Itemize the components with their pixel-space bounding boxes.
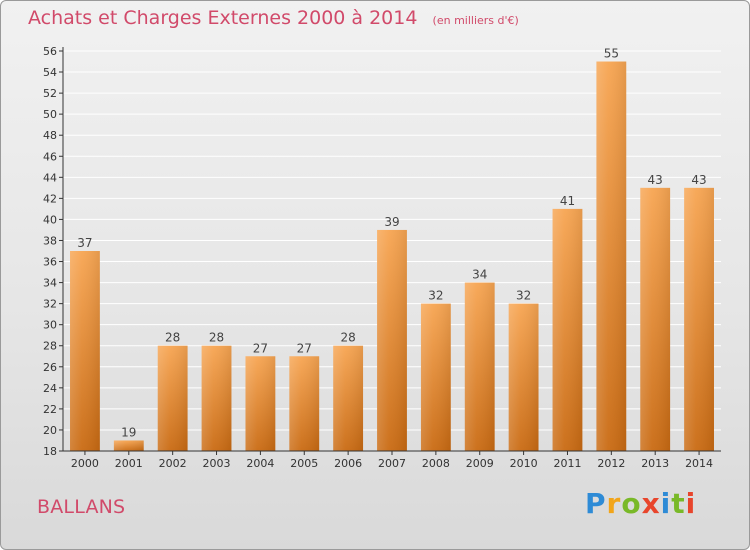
bar-shading [377, 229, 407, 451]
y-tick-label: 40 [43, 213, 57, 226]
bar-value-label: 19 [121, 425, 136, 439]
bar-shading [289, 356, 320, 451]
y-tick-label: 34 [43, 277, 57, 290]
bar-value-label: 37 [77, 236, 92, 250]
bar-value-label: 32 [428, 289, 443, 303]
y-tick-label: 28 [43, 340, 57, 353]
y-tick-label: 44 [43, 171, 57, 184]
x-tick-label: 2001 [115, 457, 143, 470]
x-tick-label: 2003 [203, 457, 231, 470]
x-tick-label: 2010 [510, 457, 538, 470]
x-tick-label: 2000 [71, 457, 99, 470]
commune-name: BALLANS [37, 496, 126, 518]
bar-shading [508, 303, 539, 451]
logo-letter: o [621, 487, 642, 520]
bar-shading [157, 345, 188, 451]
y-tick-label: 20 [43, 424, 57, 437]
bar-value-label: 41 [560, 194, 575, 208]
y-tick-label: 54 [43, 66, 57, 79]
proxiti-logo: Proxiti [585, 487, 696, 520]
bar-shading [684, 187, 714, 451]
bar-shading [420, 303, 451, 451]
bar-value-label: 32 [516, 289, 531, 303]
y-tick-label: 52 [43, 87, 57, 100]
bars: 37 19 28 28 27 27 28 39 32 34 32 41 55 43 43 [70, 47, 714, 452]
chart-unit: (en milliers d'€) [432, 14, 519, 27]
y-tick-label: 38 [43, 234, 57, 247]
bar-shading [113, 440, 144, 451]
bar-shading [201, 345, 232, 451]
chart-title: Achats et Charges Externes 2000 à 2014 [28, 7, 418, 29]
bar-shading [596, 61, 627, 452]
logo-letter: P [585, 487, 607, 520]
x-tick-label: 2008 [422, 457, 450, 470]
x-tick-label: 2012 [597, 457, 625, 470]
y-tick-label: 46 [43, 150, 57, 163]
logo-letter: x [641, 487, 661, 520]
x-tick-label: 2007 [378, 457, 406, 470]
x-tick-label: 2011 [553, 457, 581, 470]
x-tick-label: 2002 [159, 457, 187, 470]
x-tick-label: 2014 [685, 457, 713, 470]
y-tick-label: 56 [43, 45, 57, 58]
y-tick-label: 36 [43, 256, 57, 269]
y-tick-label: 22 [43, 403, 57, 416]
axes: 18 20 22 24 26 28 30 32 34 36 38 40 42 44 46 48 50 52 54 56… [43, 45, 721, 470]
logo-letter: t [671, 487, 686, 520]
bar-shading [464, 282, 495, 451]
logo-letter: r [606, 487, 622, 520]
bar-value-label: 27 [253, 341, 268, 355]
bar-value-label: 39 [384, 215, 399, 229]
bar-value-label: 43 [691, 173, 706, 187]
bar-shading [640, 187, 671, 451]
bar-value-label: 43 [648, 173, 663, 187]
bar-value-label: 28 [209, 331, 224, 345]
y-tick-label: 18 [43, 445, 57, 458]
bar-value-label: 28 [340, 331, 355, 345]
y-tick-label: 26 [43, 361, 57, 374]
bar-value-label: 55 [604, 47, 619, 61]
bar-value-label: 27 [297, 341, 312, 355]
logo-letter: i [660, 487, 672, 520]
bar-shading [552, 208, 583, 451]
logo-letter: i [685, 487, 697, 520]
bar-shading [245, 356, 276, 451]
bar-shading [333, 345, 364, 451]
x-tick-label: 2004 [246, 457, 274, 470]
y-tick-label: 42 [43, 192, 57, 205]
y-tick-label: 32 [43, 298, 57, 311]
bar-value-label: 34 [472, 268, 487, 282]
y-tick-label: 50 [43, 108, 57, 121]
y-tick-label: 48 [43, 129, 57, 142]
y-tick-label: 24 [43, 382, 57, 395]
x-tick-label: 2006 [334, 457, 362, 470]
bar-value-label: 28 [165, 331, 180, 345]
bar-shading [70, 251, 100, 451]
x-tick-label: 2009 [466, 457, 494, 470]
y-tick-label: 30 [43, 319, 57, 332]
x-tick-label: 2005 [290, 457, 318, 470]
x-tick-label: 2013 [641, 457, 669, 470]
chart-title-row: Achats et Charges Externes 2000 à 2014 (… [28, 7, 519, 29]
